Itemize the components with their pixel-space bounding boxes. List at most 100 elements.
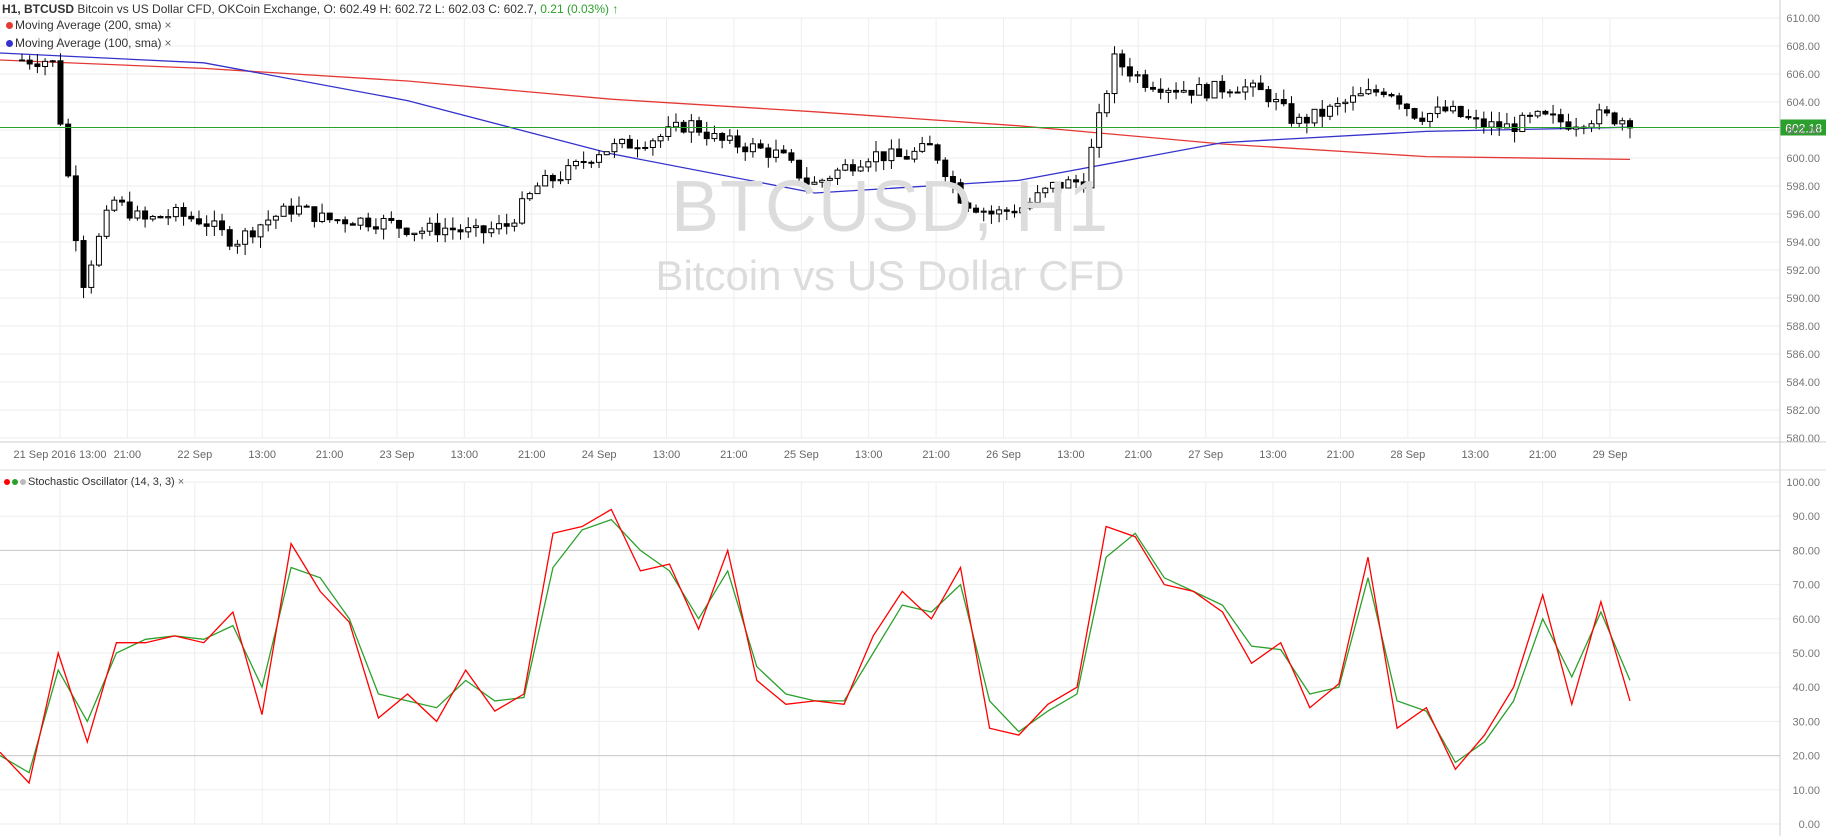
legend-stochastic[interactable]: Stochastic Oscillator (14, 3, 3) × <box>4 476 184 488</box>
candle <box>249 226 256 244</box>
time-tick-label: 26 Sep <box>986 449 1021 461</box>
time-tick-label: 13:00 <box>451 449 479 461</box>
candle-body-down <box>65 123 72 177</box>
candle-body-down <box>765 147 772 158</box>
candle <box>1042 187 1049 198</box>
candle <box>588 160 595 168</box>
candle-body-up <box>1588 123 1595 128</box>
candle-body-down <box>219 220 226 231</box>
candle-body-down <box>896 148 903 158</box>
candle-body-down <box>34 63 41 67</box>
close-ma200-icon[interactable]: × <box>164 18 172 32</box>
candle <box>80 235 87 299</box>
candle-body-up <box>280 205 287 217</box>
candle <box>903 149 910 160</box>
candle-body-up <box>242 230 249 245</box>
candle-body-up <box>526 193 533 200</box>
candle <box>603 151 610 156</box>
time-tick-label: 13:00 <box>1259 449 1287 461</box>
candle-body-up <box>1211 80 1218 99</box>
candle <box>949 170 956 194</box>
candle-body-up <box>1049 181 1056 189</box>
candle <box>434 213 441 243</box>
candle-body-up <box>465 227 472 233</box>
candle <box>1403 102 1410 117</box>
candle <box>980 207 987 222</box>
candle-body-down <box>1380 91 1387 96</box>
timeframe-label[interactable]: H1 <box>2 2 18 16</box>
candle <box>265 210 272 232</box>
chart-header: H1, BTCUSD Bitcoin vs US Dollar CFD, OKC… <box>2 2 619 16</box>
candle-body-up <box>865 161 872 168</box>
candle <box>942 157 949 183</box>
candle-body-down <box>1126 66 1133 77</box>
symbol-label[interactable]: BTCUSD <box>24 2 75 16</box>
candle-body-up <box>295 205 302 215</box>
candle-body-up <box>1273 98 1280 103</box>
candle-body-down <box>403 227 410 236</box>
candle <box>49 59 56 67</box>
candle <box>796 159 803 182</box>
candle-body-up <box>834 169 841 179</box>
candle <box>934 143 941 164</box>
candle-body-up <box>1065 179 1072 189</box>
price-tick-label: 592.00 <box>1786 265 1820 277</box>
candle-body-down <box>942 159 949 178</box>
candle <box>1319 100 1326 128</box>
candle <box>365 212 372 232</box>
candle-body-down <box>388 217 395 222</box>
candle-body-up <box>1426 113 1433 122</box>
candle-body-up <box>1234 91 1241 94</box>
candle-body-up <box>596 154 603 163</box>
time-tick-label: 13:00 <box>653 449 681 461</box>
candle <box>811 176 818 185</box>
candle <box>1196 77 1203 96</box>
candle <box>1326 103 1333 121</box>
legend-ma100[interactable]: Moving Average (100, sma) × <box>6 36 172 50</box>
legend-ma200[interactable]: Moving Average (200, sma) × <box>6 18 172 32</box>
candle-body-down <box>57 60 64 125</box>
candle <box>1388 92 1395 98</box>
candle <box>526 191 533 201</box>
candle <box>1534 110 1541 119</box>
stoch-tick-label: 30.00 <box>1792 716 1820 728</box>
candle <box>95 233 102 267</box>
candle-body-up <box>472 225 479 229</box>
candle-body-down <box>734 135 741 148</box>
close-stochastic-icon[interactable]: × <box>177 476 185 488</box>
candle-body-up <box>257 224 264 238</box>
candle-body-down <box>126 201 133 219</box>
candle <box>772 139 779 163</box>
candle-body-down <box>1611 112 1618 125</box>
time-tick-label: 21:00 <box>518 449 546 461</box>
candle-body-up <box>511 222 518 227</box>
candle <box>1026 197 1033 211</box>
candle-body-down <box>1149 86 1156 90</box>
grid-lines <box>0 17 1780 825</box>
candle-body-down <box>434 222 441 236</box>
candle <box>57 53 64 126</box>
candle-body-down <box>1480 118 1487 128</box>
close-ma100-icon[interactable]: × <box>164 36 172 50</box>
candle-body-down <box>1565 121 1572 130</box>
current-price-line: 602.18 <box>0 119 1826 136</box>
candle-body-up <box>749 143 756 153</box>
candle <box>1380 88 1387 98</box>
stoch-k-color-dot <box>4 479 10 486</box>
price-tick-label: 610.00 <box>1786 13 1820 25</box>
candle-body-down <box>1419 117 1426 122</box>
current-price-badge <box>1780 119 1826 136</box>
price-tick-label: 596.00 <box>1786 209 1820 221</box>
candle-body-down <box>1542 110 1549 115</box>
candle <box>442 218 449 243</box>
candle <box>1180 80 1187 94</box>
ma100-color-dot <box>6 40 13 48</box>
candle-body-up <box>534 185 541 195</box>
candle <box>1280 89 1287 107</box>
candle-body-up <box>619 138 626 145</box>
candle-body-down <box>365 217 372 228</box>
candle-body-down <box>395 220 402 229</box>
candle-body-down <box>1057 181 1064 189</box>
candle <box>1126 57 1133 83</box>
